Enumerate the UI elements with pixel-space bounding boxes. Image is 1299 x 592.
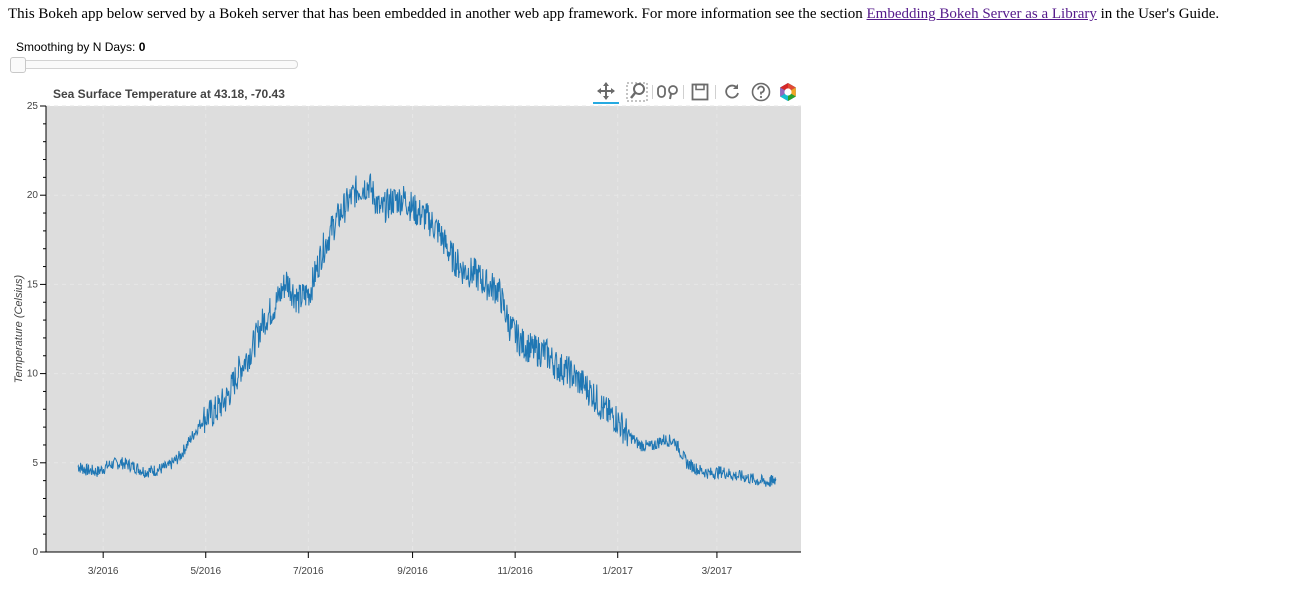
toolbar-divider — [652, 85, 653, 99]
chart-title: Sea Surface Temperature at 43.18, -70.43 — [53, 87, 285, 101]
plot-area — [46, 106, 801, 552]
slider-handle[interactable] — [10, 57, 26, 73]
x-tick-label: 5/2016 — [190, 566, 221, 577]
help-icon — [751, 82, 771, 102]
x-tick-label: 3/2016 — [88, 566, 119, 577]
x-tick-label: 7/2016 — [293, 566, 324, 577]
toolbar-divider — [715, 85, 716, 99]
y-tick-label: 0 — [32, 547, 38, 558]
intro-text: This Bokeh app below served by a Bokeh s… — [8, 6, 867, 22]
x-tick-label: 9/2016 — [397, 566, 428, 577]
x-tick-label: 11/2016 — [497, 566, 533, 577]
box-zoom-icon — [626, 82, 648, 102]
save-icon — [691, 83, 709, 101]
y-tick-label: 5 — [32, 458, 38, 469]
sst-chart[interactable]: 0 5 10 15 20 25 3/2016 5/2016 7/2016 9/2016 11/20… — [0, 78, 810, 592]
y-axis-label: Temperature (Celsius) — [13, 274, 25, 383]
x-tick-label: 3/2017 — [702, 566, 733, 577]
y-tick-label: 10 — [27, 369, 39, 380]
box-zoom-tool-button[interactable] — [624, 80, 650, 104]
toolbar-divider — [683, 85, 684, 99]
reset-icon — [725, 84, 739, 99]
x-axis-ticks: 3/2016 5/2016 7/2016 9/2016 11/2016 1/2017 3/2… — [88, 552, 733, 577]
bokeh-logo-icon — [780, 83, 796, 101]
y-tick-label: 15 — [27, 279, 39, 290]
y-tick-label: 25 — [27, 101, 39, 112]
y-tick-label: 20 — [27, 190, 39, 201]
x-tick-label: 1/2017 — [602, 566, 633, 577]
temperature-series-line — [77, 173, 777, 487]
pan-tool-button[interactable] — [593, 80, 619, 104]
slider-value: 0 — [138, 40, 146, 54]
intro-text-end: in the User's Guide. — [1096, 6, 1220, 22]
pan-icon — [597, 82, 615, 100]
save-tool-button[interactable] — [687, 80, 713, 104]
grid-lines — [46, 105, 801, 552]
slider-label: Smoothing by N Days: — [16, 40, 136, 54]
wheel-zoom-tool-button[interactable] — [655, 80, 681, 104]
slider-title: Smoothing by N Days: 0 — [16, 40, 145, 54]
slider-track[interactable] — [14, 60, 298, 69]
intro-paragraph: This Bokeh app below served by a Bokeh s… — [8, 6, 1299, 23]
reset-tool-button[interactable] — [719, 80, 745, 104]
bokeh-logo[interactable] — [775, 80, 801, 104]
y-axis-ticks: 0 5 10 15 20 25 — [27, 101, 46, 558]
wheel-zoom-icon — [657, 85, 678, 100]
help-tool-button[interactable] — [748, 80, 774, 104]
embedding-docs-link[interactable]: Embedding Bokeh Server as a Library — [866, 6, 1097, 22]
